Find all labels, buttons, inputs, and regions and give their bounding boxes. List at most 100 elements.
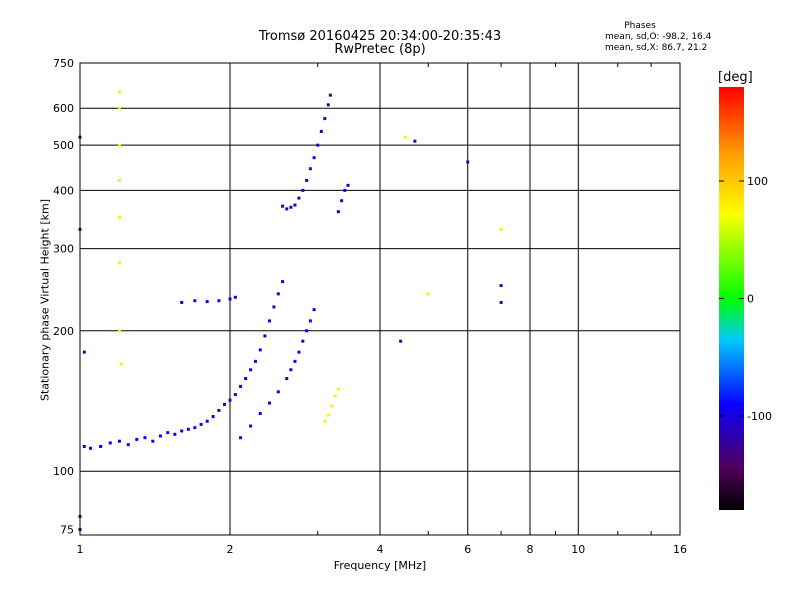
x-tick-label: 16: [673, 543, 687, 556]
data-point: [343, 188, 347, 192]
data-point: [249, 424, 253, 428]
data-point: [82, 444, 86, 448]
data-point: [312, 308, 316, 312]
data-point: [117, 261, 121, 265]
data-point: [117, 215, 121, 219]
data-point: [499, 227, 503, 231]
data-point: [276, 390, 280, 394]
y-tick-label: 75: [60, 524, 74, 537]
data-point: [239, 384, 243, 388]
data-point: [466, 160, 470, 164]
data-point: [293, 359, 297, 363]
y-tick-label: 750: [53, 57, 74, 70]
data-point: [289, 205, 293, 209]
data-point: [193, 426, 197, 430]
data-point: [403, 135, 407, 139]
data-point: [135, 437, 139, 441]
data-point: [272, 305, 276, 309]
data-point: [301, 339, 305, 343]
data-point: [223, 403, 227, 407]
data-point: [117, 439, 121, 443]
data-point: [239, 436, 243, 440]
phases-o-stats: mean, sd,O: -98.2, 16.4: [605, 32, 712, 42]
colorbar-ticks-layer: 100 0 -100: [719, 175, 772, 423]
data-point: [211, 415, 215, 419]
x-axis-label: Frequency [MHz]: [333, 559, 427, 572]
data-point: [297, 350, 301, 354]
x-tick-label: 10: [571, 543, 585, 556]
data-point: [228, 297, 232, 301]
data-point: [258, 348, 262, 352]
y-tick-label: 100: [53, 465, 74, 478]
data-point: [82, 350, 86, 354]
data-point: [253, 359, 257, 363]
data-point: [346, 183, 350, 187]
data-point: [308, 167, 312, 171]
data-point: [289, 368, 293, 372]
data-point: [117, 329, 121, 333]
y-tick-label: 300: [53, 243, 74, 256]
data-point: [305, 178, 309, 182]
data-point: [308, 319, 312, 323]
data-point: [323, 117, 327, 121]
data-point: [297, 196, 301, 200]
data-point: [326, 103, 330, 107]
data-point: [217, 408, 221, 412]
data-point: [328, 93, 332, 97]
data-point: [249, 368, 253, 372]
data-point: [267, 319, 271, 323]
data-point: [258, 411, 262, 415]
data-point: [233, 295, 237, 299]
data-point: [267, 401, 271, 405]
data-point: [180, 300, 184, 304]
data-point: [151, 439, 155, 443]
data-point: [173, 432, 177, 436]
data-point: [336, 210, 340, 214]
data-point: [117, 178, 121, 182]
chart-title-line2: RwPretec (8p): [334, 42, 426, 57]
data-point: [158, 434, 162, 438]
axis-ticks-layer: 1 2 4 6 8 10 16 75 100 200 300 400 500 600 750: [53, 57, 687, 556]
x-tick-label: 8: [527, 543, 534, 556]
data-point: [336, 387, 340, 391]
grid-layer: [80, 63, 680, 535]
x-tick-label: 4: [377, 543, 384, 556]
data-point: [499, 300, 503, 304]
data-point: [316, 143, 320, 147]
data-point: [326, 413, 330, 417]
colorbar-unit: [deg]: [718, 70, 753, 85]
x-tick-label: 1: [77, 543, 84, 556]
data-point: [193, 299, 197, 303]
y-tick-label: 500: [53, 139, 74, 152]
data-point: [108, 441, 112, 445]
data-point: [426, 292, 430, 296]
data-point: [330, 404, 334, 408]
data-point: [281, 204, 285, 208]
data-point: [323, 419, 327, 423]
y-tick-label: 200: [53, 325, 74, 338]
data-point: [276, 292, 280, 296]
phases-x-stats: mean, sd,X: 86.7, 21.2: [605, 43, 708, 53]
y-tick-label: 600: [53, 102, 74, 115]
x-tick-label: 2: [227, 543, 234, 556]
colorbar-tick-label: -100: [747, 410, 772, 423]
data-point: [126, 443, 130, 447]
data-point: [99, 444, 103, 448]
y-tick-label: 400: [53, 184, 74, 197]
data-point: [119, 362, 123, 366]
colorbar-tick-label: 0: [747, 293, 754, 306]
data-point: [233, 393, 237, 397]
data-point: [301, 188, 305, 192]
plot-frame: [79, 62, 681, 536]
data-point: [228, 398, 232, 402]
data-point: [143, 436, 147, 440]
data-point: [333, 394, 337, 398]
data-point: [293, 203, 297, 207]
data-point: [263, 334, 267, 338]
data-point: [319, 129, 323, 133]
data-point: [117, 106, 121, 110]
data-point: [312, 156, 316, 160]
data-point: [166, 431, 170, 435]
data-point: [205, 300, 209, 304]
